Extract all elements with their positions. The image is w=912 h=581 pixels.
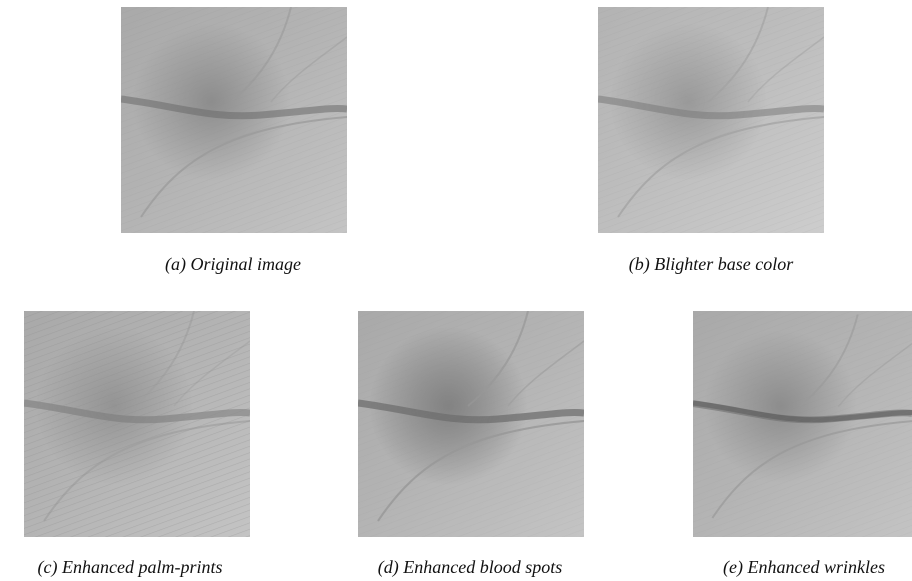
- palm-image: [121, 7, 347, 233]
- palm-image: [693, 311, 912, 537]
- caption: (b) Blighter base color: [629, 254, 793, 275]
- caption: (c) Enhanced palm-prints: [38, 557, 223, 578]
- palm-image: [358, 311, 584, 537]
- figure-page: (a) Original image (b) Blighter base col…: [0, 0, 912, 581]
- caption: (a) Original image: [165, 254, 301, 275]
- palm-image: [24, 311, 250, 537]
- palm-image: [598, 7, 824, 233]
- caption: (d) Enhanced blood spots: [378, 557, 562, 578]
- caption: (e) Enhanced wrinkles: [723, 557, 885, 578]
